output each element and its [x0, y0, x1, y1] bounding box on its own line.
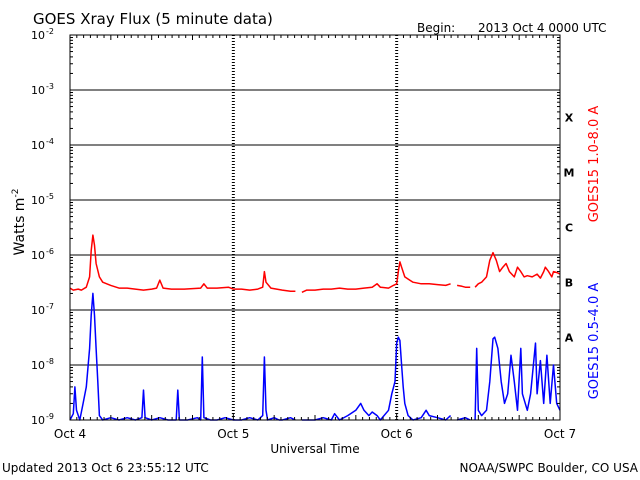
x-axis-label: Universal Time — [270, 442, 359, 456]
y-tick-exponent: -5 — [46, 192, 54, 201]
y-tick-exponent: -6 — [46, 247, 54, 256]
y-tick-exponent: -8 — [46, 357, 54, 366]
grid — [70, 35, 560, 420]
flare-class-labels: X M C B A — [564, 112, 575, 345]
x-axis-ticks: Oct 4 Oct 5 Oct 6 Oct 7 — [54, 35, 576, 441]
legend-series-2: GOES15 0.5-4.0 A — [587, 283, 602, 400]
y-tick-label: 10 — [31, 139, 45, 152]
y-tick-exponent: -2 — [46, 27, 54, 36]
x-tick-label: Oct 7 — [544, 427, 576, 441]
y-tick-exponent: -4 — [46, 137, 54, 146]
x-tick-label: Oct 5 — [217, 427, 249, 441]
y-tick-label: 10 — [31, 249, 45, 262]
begin-value: 2013 Oct 4 0000 UTC — [478, 21, 607, 35]
y-tick-label: 10 — [31, 84, 45, 97]
y-tick-exponent: -9 — [46, 412, 54, 421]
y-tick-exponent: -7 — [46, 302, 54, 311]
y-tick-label: 10 — [31, 359, 45, 372]
legend-series-1: GOES15 1.0-8.0 A — [587, 106, 602, 223]
flare-class-a: A — [565, 332, 574, 345]
x-tick-label: Oct 6 — [381, 427, 413, 441]
x-tick-label: Oct 4 — [54, 427, 86, 441]
y-axis-label: Watts m-2 — [11, 189, 28, 256]
credit-text: NOAA/SWPC Boulder, CO USA — [460, 461, 639, 475]
y-axis-ticks: 10-910-810-710-610-510-410-310-2 — [31, 27, 560, 427]
y-tick-label: 10 — [31, 194, 45, 207]
updated-timestamp: Updated 2013 Oct 6 23:55:12 UTC — [2, 461, 209, 475]
flare-class-x: X — [565, 112, 574, 125]
y-tick-label: 10 — [31, 414, 45, 427]
begin-label: Begin: — [417, 21, 455, 35]
y-tick-label: 10 — [31, 29, 45, 42]
y-tick-exponent: -3 — [46, 82, 54, 91]
chart-title: GOES Xray Flux (5 minute data) — [33, 10, 273, 28]
flare-class-m: M — [564, 167, 575, 180]
y-tick-label: 10 — [31, 304, 45, 317]
flare-class-b: B — [565, 277, 573, 290]
series-line-long-wave — [69, 234, 561, 293]
flare-class-c: C — [565, 222, 573, 235]
